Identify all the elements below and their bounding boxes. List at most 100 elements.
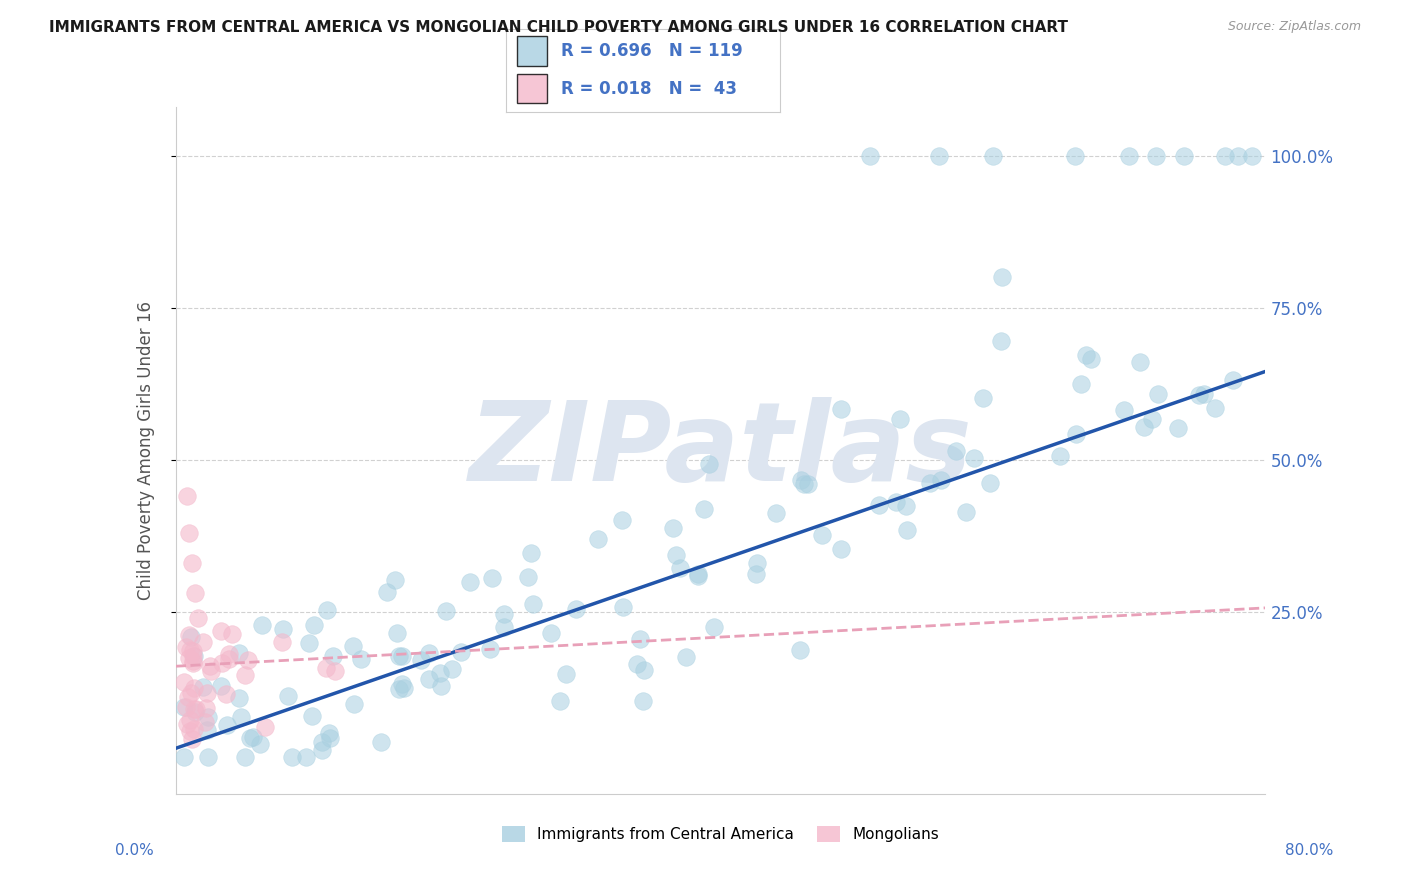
Y-axis label: Child Poverty Among Girls Under 16: Child Poverty Among Girls Under 16 — [136, 301, 155, 600]
Point — [193, 681, 215, 695]
Point — [418, 672, 440, 686]
Point — [221, 627, 243, 641]
Point — [662, 521, 685, 535]
Point — [375, 584, 398, 599]
Point — [450, 645, 472, 659]
Point — [688, 567, 710, 582]
Point — [929, 473, 952, 487]
Point — [979, 475, 1001, 490]
FancyBboxPatch shape — [517, 36, 547, 65]
Point — [301, 709, 323, 723]
Text: IMMIGRANTS FROM CENTRAL AMERICA VS MONGOLIAN CHILD POVERTY AMONG GIRLS UNDER 16 : IMMIGRANTS FROM CENTRAL AMERICA VS MONGO… — [49, 20, 1069, 35]
Point — [370, 735, 392, 749]
Point — [183, 649, 205, 664]
Point — [218, 652, 240, 666]
Point — [441, 662, 464, 676]
Point — [429, 666, 451, 681]
Point — [458, 574, 481, 589]
Point — [1080, 352, 1102, 367]
Point — [1213, 149, 1236, 163]
Point — [1227, 149, 1250, 163]
Point — [391, 677, 413, 691]
Point — [322, 649, 344, 664]
Point — [1204, 401, 1226, 416]
Point — [411, 653, 433, 667]
Point — [391, 649, 413, 664]
Point — [430, 679, 453, 693]
Point — [179, 643, 201, 657]
Point — [633, 663, 655, 677]
Point — [669, 561, 692, 575]
Point — [385, 626, 408, 640]
Point — [693, 502, 716, 516]
Point — [522, 597, 544, 611]
Point — [281, 750, 304, 764]
Point — [811, 528, 834, 542]
Point — [249, 737, 271, 751]
Point — [1076, 348, 1098, 362]
Point — [197, 750, 219, 764]
Point — [548, 693, 571, 707]
Point — [231, 710, 253, 724]
Point — [628, 632, 651, 646]
Point — [586, 532, 609, 546]
Text: 80.0%: 80.0% — [1285, 843, 1333, 858]
Point — [215, 718, 238, 732]
Point — [1146, 387, 1168, 401]
Point — [384, 573, 406, 587]
Point — [198, 659, 221, 673]
Point — [859, 149, 882, 163]
Point — [686, 568, 709, 582]
Point — [434, 604, 457, 618]
Point — [675, 650, 697, 665]
Point — [183, 702, 205, 716]
Point — [176, 690, 198, 705]
Point — [789, 473, 811, 487]
Point — [173, 750, 195, 764]
Point — [183, 681, 205, 696]
Point — [555, 667, 578, 681]
Point — [298, 636, 321, 650]
Point — [1222, 374, 1244, 388]
Point — [233, 668, 256, 682]
Point — [793, 476, 815, 491]
Point — [180, 630, 202, 644]
Point — [197, 710, 219, 724]
Point — [186, 702, 208, 716]
Point — [302, 618, 325, 632]
Point — [200, 665, 222, 679]
Point — [174, 640, 197, 654]
Point — [1173, 149, 1195, 163]
Point — [1063, 149, 1085, 163]
Point — [311, 734, 333, 748]
Point — [179, 723, 201, 738]
Point — [181, 732, 204, 747]
Point — [209, 679, 232, 693]
Point — [181, 654, 204, 668]
Point — [181, 656, 204, 670]
Point — [233, 750, 256, 764]
Point — [1144, 149, 1167, 163]
Point — [174, 700, 197, 714]
Point — [387, 648, 409, 663]
Point — [520, 546, 543, 560]
Point — [218, 647, 240, 661]
Point — [271, 635, 294, 649]
Point — [211, 656, 233, 670]
Point — [315, 603, 337, 617]
Point — [179, 713, 201, 727]
Point — [173, 700, 195, 714]
Point — [394, 681, 416, 696]
Point — [195, 685, 218, 699]
Point — [945, 443, 967, 458]
Point — [889, 412, 911, 426]
Point — [991, 270, 1014, 285]
Point — [277, 689, 299, 703]
Point — [418, 646, 440, 660]
Point — [176, 489, 198, 503]
Point — [350, 652, 373, 666]
Point — [1129, 355, 1152, 369]
Point — [1064, 427, 1087, 442]
Point — [186, 610, 209, 624]
Point — [238, 653, 260, 667]
